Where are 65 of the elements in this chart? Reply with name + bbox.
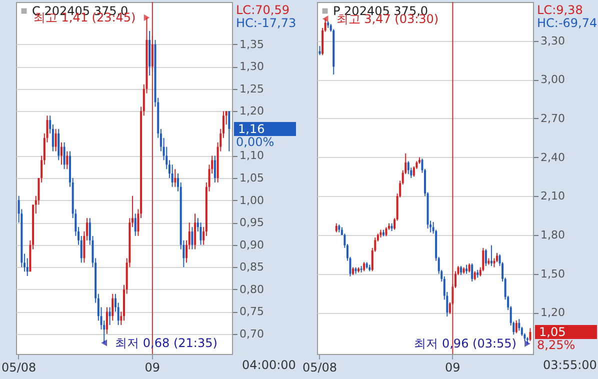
text: 04:00:00 bbox=[242, 358, 296, 372]
candlestick bbox=[460, 266, 462, 276]
candlestick bbox=[335, 222, 338, 233]
y-tick-label: 2,40 bbox=[540, 150, 565, 164]
y-tick-label: 1,35 bbox=[240, 38, 264, 51]
y-tick-label: 0,85 bbox=[240, 260, 264, 274]
candlestick bbox=[200, 222, 202, 246]
x-tick-label: 05/08 bbox=[302, 360, 338, 374]
candlestick bbox=[26, 258, 28, 277]
candlestick bbox=[466, 264, 468, 274]
candlestick bbox=[471, 262, 474, 282]
x-tick-label: 09 bbox=[144, 360, 160, 374]
x-tick-label: 09 bbox=[445, 360, 460, 374]
y-tick-label: 2,70 bbox=[540, 112, 565, 125]
y-tick-label: 3,00 bbox=[540, 73, 565, 86]
y-tick-label: 0,75 bbox=[240, 305, 264, 318]
y-tick-label: 1,25 bbox=[240, 82, 264, 96]
y-tick-label: 1,50 bbox=[540, 267, 565, 280]
y-tick-label: 1,20 bbox=[540, 306, 565, 320]
candlestick bbox=[407, 160, 410, 175]
y-tick-label: 2,10 bbox=[540, 190, 565, 203]
candlestick bbox=[60, 142, 62, 166]
candlestick bbox=[112, 293, 114, 322]
candlestick bbox=[66, 150, 68, 170]
candlestick bbox=[214, 155, 216, 183]
text: 8,25% bbox=[537, 338, 576, 352]
candlestick bbox=[171, 164, 174, 188]
candlestick bbox=[106, 306, 108, 334]
y-tick-label: 0,95 bbox=[240, 216, 264, 230]
candlestick bbox=[318, 46, 321, 56]
candlestick bbox=[54, 128, 57, 152]
y-tick-label: 1,30 bbox=[240, 60, 264, 74]
x-tick-label: 05/08 bbox=[2, 360, 36, 374]
candlestick bbox=[134, 213, 136, 236]
candlestick bbox=[529, 328, 532, 342]
candlestick bbox=[228, 110, 230, 152]
candlestick bbox=[174, 168, 176, 188]
y-tick-label: 0,70 bbox=[240, 327, 264, 340]
text: LC:70,59 bbox=[236, 3, 290, 17]
candlestick bbox=[363, 262, 366, 272]
candlestick bbox=[191, 226, 194, 250]
text: LC:9,38 bbox=[537, 3, 583, 17]
candlestick bbox=[194, 213, 196, 250]
candlestick bbox=[468, 262, 470, 273]
y-tick-label: 1,20 bbox=[240, 104, 264, 118]
y-tick-label: 0,90 bbox=[240, 238, 264, 252]
text: 0,00% bbox=[236, 134, 274, 149]
y-tick-label: 1,05 bbox=[240, 172, 264, 184]
text: 1,16 bbox=[238, 122, 265, 136]
y-tick-label: 0,80 bbox=[240, 282, 264, 296]
y-tick-label: 1,10 bbox=[240, 149, 264, 162]
candlestick bbox=[58, 128, 60, 161]
candlestick bbox=[474, 270, 476, 281]
candlestick bbox=[108, 306, 111, 326]
candlestick bbox=[484, 248, 487, 266]
candlestick bbox=[515, 320, 518, 334]
text: 03:55:00 bbox=[543, 358, 597, 372]
y-tick-label: 1,00 bbox=[240, 194, 264, 207]
candlestick bbox=[63, 142, 66, 170]
text: HC:-69,74 bbox=[537, 16, 598, 30]
y-tick-label: 1,80 bbox=[540, 228, 565, 242]
y-tick-label: 3,30 bbox=[540, 34, 565, 48]
candlestick bbox=[385, 226, 388, 237]
candlestick bbox=[490, 244, 492, 266]
text: HC:-17,73 bbox=[236, 16, 296, 30]
